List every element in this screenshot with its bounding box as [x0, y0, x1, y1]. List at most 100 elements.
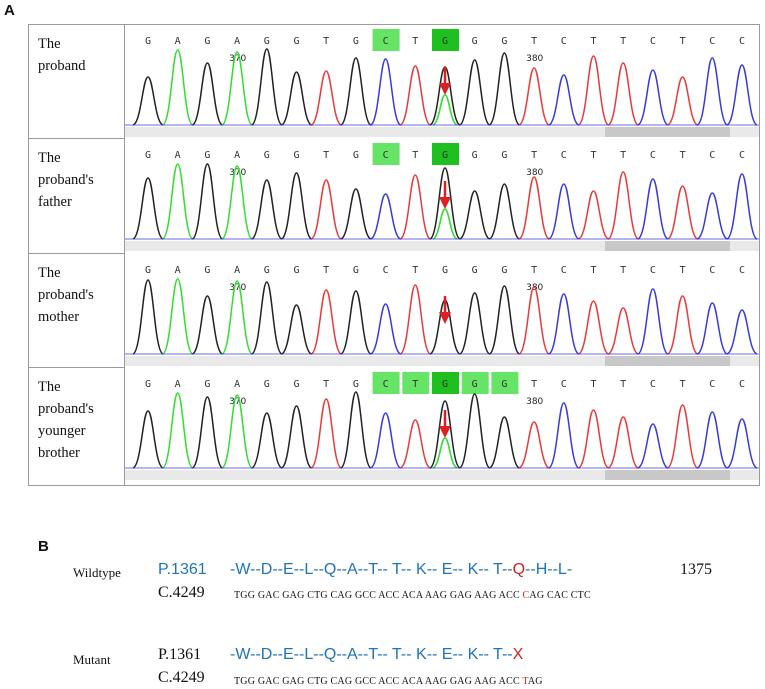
trace-peak [370, 193, 402, 240]
base-highlight [372, 372, 400, 394]
base-call-letter: G [145, 379, 151, 390]
base-call-letter: C [561, 150, 567, 161]
trace-peak [488, 285, 520, 355]
trace-peak [577, 55, 610, 126]
wildtype-protein-start: P.1361 [158, 561, 207, 578]
base-call-letter: G [264, 379, 270, 390]
position-marker-370: 370 [229, 397, 246, 407]
trace-peak [577, 409, 610, 469]
base-call-letter: G [353, 150, 359, 161]
base-call-letter: A [175, 150, 181, 161]
base-call-letter: T [412, 36, 418, 47]
trace-peak [340, 57, 372, 126]
trace-peak [221, 165, 253, 240]
trace-peak [191, 163, 223, 240]
trace-peak [310, 70, 342, 126]
trace-peak [221, 51, 253, 126]
base-call-letter: T [323, 36, 329, 47]
trace-peak [488, 416, 520, 469]
row-label-mother: The proband's mother [29, 254, 125, 368]
heterozygous-peak [432, 437, 458, 469]
trace-peak [518, 421, 550, 469]
trace-peak [696, 192, 728, 240]
base-call-letter: G [501, 379, 507, 390]
trace-peak [726, 309, 758, 355]
trace-peak [488, 52, 520, 126]
base-highlight [432, 29, 459, 51]
base-call-letter: T [620, 150, 626, 161]
mutation-arrow-icon [439, 426, 451, 438]
base-highlight [432, 372, 459, 394]
trace-peak [340, 188, 372, 240]
trace-peak [696, 302, 728, 355]
trace-peak [667, 76, 699, 126]
base-call-letter: G [145, 36, 151, 47]
trace-peak [637, 423, 669, 469]
base-call-letter: T [412, 150, 418, 161]
base-call-letter: A [175, 265, 181, 276]
mutation-arrow-icon [439, 197, 451, 209]
trace-peak [518, 176, 550, 240]
trace-peak [280, 172, 313, 240]
base-highlight [491, 372, 519, 394]
quality-strip [125, 470, 759, 480]
trace-peak [310, 179, 342, 240]
trace-peak [251, 179, 283, 240]
trace-peak [607, 62, 639, 126]
base-call-letter: C [383, 379, 389, 390]
trace-peak [399, 419, 431, 469]
base-highlight [402, 372, 430, 394]
base-call-letter: G [145, 265, 151, 276]
wildtype-codons: TGG GAC GAG CTG CAG GCC ACC ACA AAG GAG … [234, 590, 591, 601]
trace-peak [281, 304, 312, 355]
base-call-letter: T [531, 379, 537, 390]
trace-peak [518, 67, 550, 126]
base-call-letter: C [650, 379, 656, 390]
quality-strip-segment [605, 470, 730, 480]
row-label-brother: The proband's younger brother [29, 368, 125, 485]
base-call-letter: G [442, 36, 448, 47]
base-highlight [461, 372, 489, 394]
trace-peak [518, 286, 550, 355]
trace-peak [726, 418, 758, 469]
base-call-letter: G [442, 379, 448, 390]
trace-peak [429, 167, 461, 240]
position-marker-370: 370 [229, 54, 246, 64]
trace-peak [132, 410, 164, 469]
position-marker-380: 380 [526, 168, 543, 178]
wildtype-aa-normal: -W--D--E--L--Q--A--T-- T-- K-- E-- K-- T… [230, 561, 513, 578]
base-call-letter: G [264, 150, 270, 161]
base-call-letter: G [293, 36, 299, 47]
trace-peak [132, 76, 164, 126]
trace-peak [726, 64, 758, 126]
trace-peak [637, 178, 669, 240]
trace-peak [667, 404, 699, 469]
trace-peak [726, 173, 758, 240]
base-call-letter: G [293, 379, 299, 390]
mutation-arrow-icon [439, 312, 451, 324]
base-call-letter: G [204, 379, 210, 390]
trace-peak [548, 74, 580, 126]
trace-peak [370, 303, 402, 355]
mutant-label: Mutant [73, 652, 111, 667]
base-call-letter: G [204, 150, 210, 161]
base-call-letter: G [353, 265, 359, 276]
base-call-letter: G [442, 150, 448, 161]
base-call-letter: A [234, 150, 240, 161]
quality-strip [125, 241, 759, 251]
base-call-letter: A [234, 36, 240, 47]
trace-peak [459, 393, 491, 469]
base-call-letter: T [680, 150, 686, 161]
trace-peak [607, 416, 639, 469]
mutant-codons: TGG GAC GAG CTG CAG GCC ACC ACA AAG GAG … [234, 676, 543, 687]
wildtype-protein-end: 1375 [680, 561, 712, 578]
base-call-letter: G [472, 150, 478, 161]
base-call-letter: T [590, 150, 596, 161]
quality-strip-segment [605, 241, 730, 251]
trace-peak [370, 412, 402, 469]
base-call-letter: T [620, 36, 626, 47]
panel-a-label: A [4, 2, 15, 19]
position-marker-380: 380 [526, 54, 543, 64]
mutant-cdna-start: C.4249 [158, 669, 205, 686]
quality-strip-segment [605, 127, 730, 137]
